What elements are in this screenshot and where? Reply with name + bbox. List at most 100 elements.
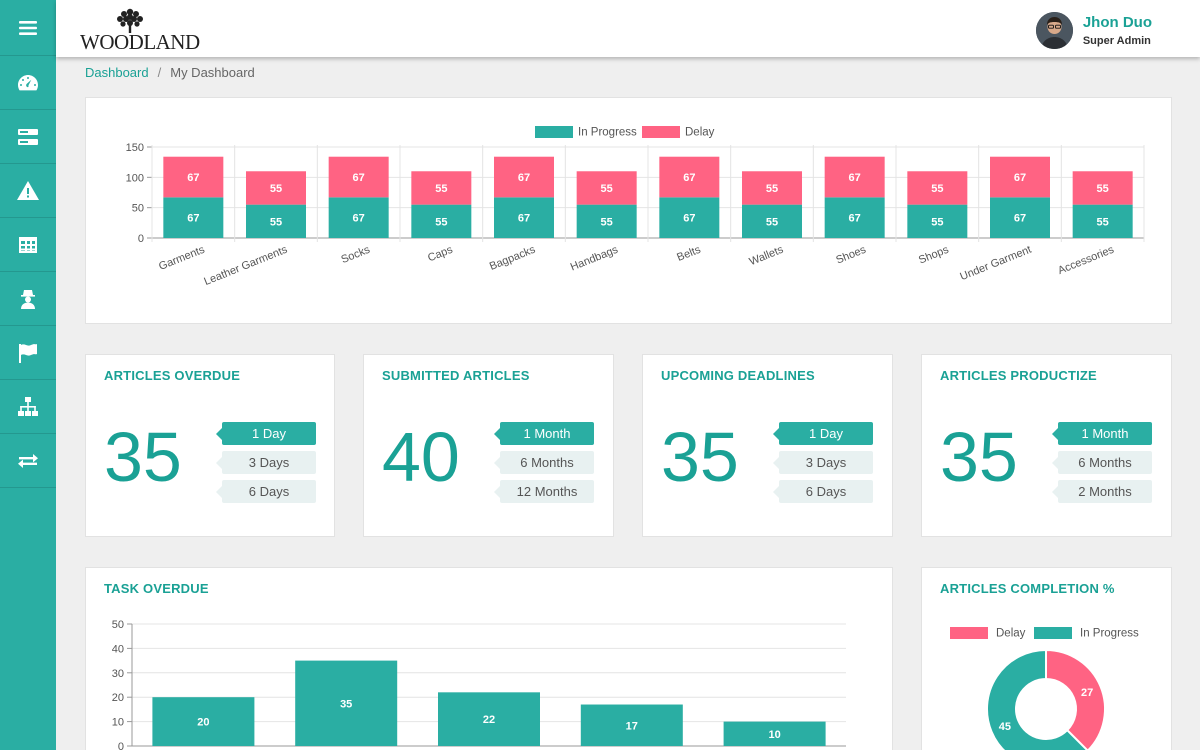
x-tick-label: Shops [917, 243, 951, 266]
table-icon [19, 236, 37, 253]
period-option-button[interactable]: 1 Month [1052, 422, 1152, 445]
y-tick-label: 50 [132, 203, 144, 215]
period-option-button[interactable]: 2 Months [1052, 480, 1152, 503]
x-tick-label: Leather Garments [202, 243, 289, 288]
bar-value-label: 55 [270, 183, 282, 195]
dashboard-gauge-icon [18, 74, 38, 90]
period-option-button[interactable]: 1 Day [216, 422, 316, 445]
bar-value-label: 55 [931, 216, 943, 228]
bar-value-label: 67 [187, 213, 199, 225]
x-tick-label: Under Garment [958, 244, 1033, 284]
x-tick-label: Accessories [1056, 243, 1116, 277]
period-option-button[interactable]: 3 Days [216, 451, 316, 474]
period-option-button[interactable]: 6 Days [773, 480, 873, 503]
sidebar-item-server[interactable] [0, 110, 56, 164]
y-tick-label: 0 [138, 233, 144, 245]
bar-value-label: 55 [766, 216, 778, 228]
logo-text: WOODLAND [80, 30, 200, 54]
task-overdue-title: TASK OVERDUE [104, 581, 209, 596]
sidebar-item-tables[interactable] [0, 218, 56, 272]
breadcrumb-current: My Dashboard [170, 65, 255, 80]
stat-card-value: 40 [382, 418, 460, 496]
task-bar [580, 704, 683, 746]
x-tick-label: Handbags [569, 243, 620, 273]
task-overdue-chart: 0 10 20 30 40 50 20 35 22 17 10 [112, 619, 846, 750]
bar-delay [907, 171, 968, 205]
y-tick-label: 100 [126, 172, 144, 184]
bar-delay [328, 156, 389, 198]
bar-in-progress [494, 197, 554, 238]
bar-value-label: 55 [601, 183, 613, 195]
bar-value-label: 55 [435, 183, 447, 195]
bar-value-label: 67 [353, 213, 365, 225]
articles-completion-chart: Delay In Progress 27 45 [950, 627, 1139, 750]
bar-in-progress [576, 204, 637, 238]
stat-card-articles-productize: ARTICLES PRODUCTIZE 35 1 Month 6 Months … [921, 354, 1172, 537]
avatar[interactable] [1035, 12, 1073, 49]
y-tick-label: 150 [126, 142, 144, 154]
sidebar-item-sitemap[interactable] [0, 380, 56, 434]
flag-icon [19, 343, 37, 363]
legend-swatch [535, 126, 573, 138]
breadcrumb-separator: / [157, 65, 162, 80]
bar-delay [246, 171, 306, 205]
period-option-button[interactable]: 6 Months [494, 451, 594, 474]
y-tick-label: 0 [118, 741, 124, 750]
bar-in-progress [742, 204, 802, 238]
bar-value-label: 67 [187, 172, 199, 184]
y-tick-label: 30 [112, 668, 124, 680]
sidebar-item-transfer[interactable] [0, 434, 56, 488]
task-bar-value: 35 [340, 698, 352, 710]
period-option-button[interactable]: 12 Months [494, 480, 594, 503]
menu-toggle-button[interactable] [0, 0, 56, 56]
top-header: WOODLAND Jhon Duo Super Admin [56, 0, 1200, 57]
y-tick-label: 20 [112, 692, 124, 704]
breadcrumb-dashboard-link[interactable]: Dashboard [85, 65, 149, 80]
tree-logo-icon [117, 8, 143, 33]
bar-delay [411, 171, 472, 205]
bar-delay [494, 156, 554, 198]
warning-icon [17, 180, 39, 200]
sidebar-item-dashboard[interactable] [0, 56, 56, 110]
breadcrumb: Dashboard / My Dashboard [85, 65, 255, 80]
task-overdue-card: TASK OVERDUE 0 10 20 30 40 50 20 35 22 17 10 [85, 567, 893, 750]
period-option-button[interactable]: 1 Month [494, 422, 594, 445]
category-progress-chart-card: In Progress Delay 0 50 100 150 67 67 Garments 55 5… [85, 97, 1172, 324]
bar-in-progress [411, 204, 472, 238]
stat-card-value: 35 [661, 418, 739, 496]
woodland-logo[interactable]: WOODLAND [80, 6, 200, 54]
user-role: Super Admin [1082, 35, 1151, 47]
legend-swatch [950, 627, 988, 639]
bar-value-label: 55 [1097, 183, 1109, 195]
bar-delay [742, 171, 802, 205]
x-tick-label: Garments [157, 243, 207, 272]
stat-card-title: SUBMITTED ARTICLES [382, 368, 530, 383]
legend-swatch [1034, 627, 1072, 639]
donut-slice-label: 45 [999, 721, 1011, 733]
bar-in-progress [163, 197, 224, 238]
legend-label: In Progress [578, 127, 637, 139]
bar-value-label: 67 [683, 172, 695, 184]
y-tick-label: 50 [112, 619, 124, 631]
period-option-button[interactable]: 6 Days [216, 480, 316, 503]
bar-value-label: 55 [766, 183, 778, 195]
articles-completion-card: ARTICLES COMPLETION % Delay In Progress 27… [921, 567, 1172, 750]
user-profile[interactable]: Jhon Duo Super Admin [1035, 12, 1152, 49]
y-tick-label: 40 [112, 643, 124, 655]
stat-card-articles-overdue: ARTICLES OVERDUE 35 1 Day 3 Days 6 Days [85, 354, 335, 537]
legend-label: Delay [685, 127, 715, 139]
task-bar [152, 697, 255, 746]
period-option-button[interactable]: 1 Day [773, 422, 873, 445]
sidebar-item-alerts[interactable] [0, 164, 56, 218]
period-option-button[interactable]: 3 Days [773, 451, 873, 474]
bar-in-progress [328, 197, 389, 238]
task-bar-value: 20 [197, 717, 209, 729]
bar-in-progress [907, 204, 968, 238]
period-option-button[interactable]: 6 Months [1052, 451, 1152, 474]
user-secret-icon [21, 289, 35, 309]
sidebar-item-users[interactable] [0, 272, 56, 326]
sidebar-item-flags[interactable] [0, 326, 56, 380]
bar-in-progress [824, 197, 885, 238]
task-bar-value: 10 [768, 729, 780, 741]
menu-icon [19, 20, 37, 35]
